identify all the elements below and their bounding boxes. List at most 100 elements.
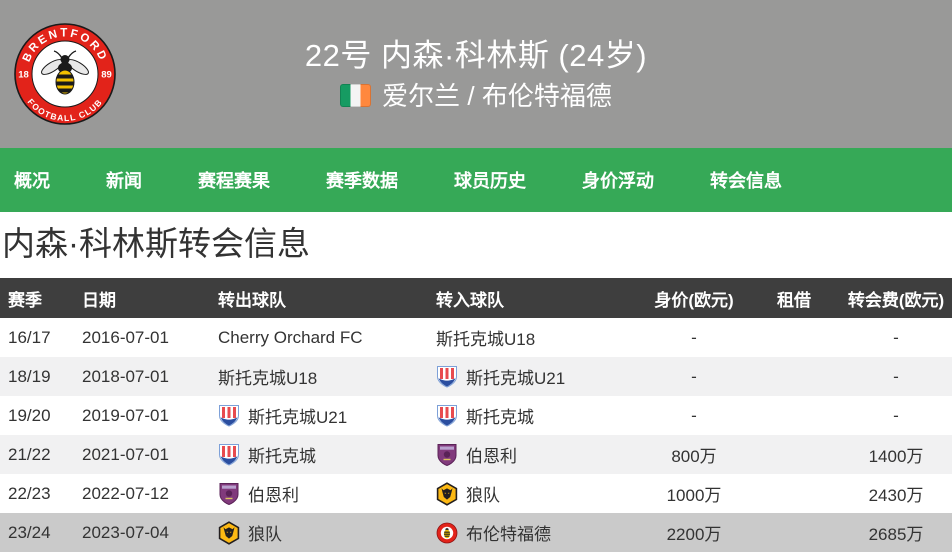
market-value-cell: - [691, 366, 697, 386]
brentford-crest-icon [436, 521, 458, 545]
table-row[interactable]: 19/20 2019-07-01 斯托克城U21 斯托克城 - - [0, 396, 952, 435]
transfer-table: 赛季 日期 转出球队 转入球队 身价(欧元) 租借 转会费(欧元) 16/17 2… [0, 278, 952, 552]
stoke-crest-icon [436, 404, 458, 428]
loan-cell [748, 357, 840, 396]
team-name: 斯托克城U18 [218, 369, 318, 388]
nav-item-value-history[interactable]: 身价浮动 [582, 171, 654, 191]
player-header: BRENTFORD FOOTBALL CLUB 18 89 [0, 0, 952, 148]
market-value-cell: - [691, 327, 697, 347]
to-team-cell: 伯恩利 [428, 435, 640, 474]
brentford-crest-icon: BRENTFORD FOOTBALL CLUB 18 89 [14, 23, 116, 125]
team-name: 狼队 [248, 525, 282, 544]
team-name: 斯托克城U21 [248, 408, 348, 427]
date-cell: 2016-07-01 [82, 327, 169, 347]
table-row[interactable]: 22/23 2022-07-12 伯恩利 狼队 1000万 2430万 [0, 474, 952, 513]
table-row[interactable]: 16/17 2016-07-01 Cherry Orchard FC 斯托克城U18 -… [0, 318, 952, 357]
from-team-cell: 斯托克城U18 [210, 357, 428, 396]
brentford-crest-logo: BRENTFORD FOOTBALL CLUB 18 89 [13, 22, 117, 126]
fee-cell: - [893, 327, 899, 347]
player-subtitle: 爱尔兰 / 布伦特福德 [340, 83, 612, 109]
nav-item-season-stats[interactable]: 赛季数据 [326, 171, 398, 191]
market-value-cell: 800万 [671, 447, 717, 466]
table-row[interactable]: 21/22 2021-07-01 斯托克城 伯恩利 800万 1400万 [0, 435, 952, 474]
nationality-club-label: 爱尔兰 / 布伦特福德 [382, 80, 612, 111]
transfer-table-header: 赛季 日期 转出球队 转入球队 身价(欧元) 租借 转会费(欧元) [0, 278, 952, 318]
ireland-flag-icon [340, 84, 372, 107]
nav-item-overview[interactable]: 概况 [14, 171, 50, 191]
page-title: 内森·科林斯转会信息 [2, 225, 310, 262]
from-team-cell: 斯托克城 [210, 435, 428, 474]
season-cell: 22/23 [8, 483, 51, 503]
wolves-crest-icon [218, 520, 240, 545]
to-team-cell: 布伦特福德 [428, 513, 640, 552]
team-name: 伯恩利 [248, 486, 299, 505]
team-name: 斯托克城 [466, 408, 534, 427]
loan-cell [748, 318, 840, 357]
burnley-crest-icon [436, 443, 458, 467]
table-row[interactable]: 23/24 2023-07-04 狼队 布伦特福德 2200万 2685万 [0, 513, 952, 552]
team-name: 伯恩利 [466, 447, 517, 466]
col-loan: 租借 [748, 278, 840, 318]
col-fee: 转会费(欧元) [840, 278, 952, 318]
col-market-value: 身价(欧元) [640, 278, 748, 318]
fee-cell: - [893, 405, 899, 425]
burnley-crest-icon [218, 482, 240, 506]
player-title: 22号 内森·科林斯 (24岁) [304, 37, 648, 73]
market-value-cell: - [691, 405, 697, 425]
to-team-cell: 狼队 [428, 474, 640, 513]
nav-item-player-history[interactable]: 球员历史 [454, 171, 526, 191]
crest-year-left: 18 [18, 70, 29, 81]
market-value-cell: 2200万 [666, 525, 722, 544]
date-cell: 2019-07-01 [82, 405, 169, 425]
to-team-cell: 斯托克城U21 [428, 357, 640, 396]
nav-item-fixtures[interactable]: 赛程赛果 [198, 171, 270, 191]
fee-cell: 2430万 [868, 486, 924, 505]
transfer-table-body: 16/17 2016-07-01 Cherry Orchard FC 斯托克城U18 -… [0, 318, 952, 552]
team-name: Cherry Orchard FC [218, 327, 363, 347]
col-season: 赛季 [0, 278, 74, 318]
to-team-cell: 斯托克城 [428, 396, 640, 435]
fee-cell: 2685万 [868, 525, 924, 544]
stoke-crest-icon [436, 365, 458, 389]
crest-year-right: 89 [101, 70, 112, 81]
player-nav: 概况 新闻 赛程赛果 赛季数据 球员历史 身价浮动 转会信息 [0, 148, 952, 212]
team-name: 斯托克城U18 [436, 330, 536, 349]
date-cell: 2021-07-01 [82, 444, 169, 464]
from-team-cell: 伯恩利 [210, 474, 428, 513]
loan-cell [748, 474, 840, 513]
date-cell: 2022-07-12 [82, 483, 169, 503]
team-name: 斯托克城 [248, 447, 316, 466]
content: 内森·科林斯转会信息 赛季 日期 转出球队 转入球队 身价(欧元) 租借 转会费… [0, 212, 952, 552]
player-header-text: 22号 内森·科林斯 (24岁) 爱尔兰 / 布伦特福德 [0, 0, 952, 148]
from-team-cell: 狼队 [210, 513, 428, 552]
season-cell: 18/19 [8, 366, 51, 386]
col-from-team: 转出球队 [210, 278, 428, 318]
market-value-cell: 1000万 [666, 486, 722, 505]
table-row[interactable]: 18/19 2018-07-01 斯托克城U18 斯托克城U21 - - [0, 357, 952, 396]
loan-cell [748, 513, 840, 552]
stoke-crest-icon [218, 404, 240, 428]
stoke-crest-icon [218, 443, 240, 467]
season-cell: 21/22 [8, 444, 51, 464]
season-cell: 19/20 [8, 405, 51, 425]
loan-cell [748, 435, 840, 474]
col-to-team: 转入球队 [428, 278, 640, 318]
team-name: 布伦特福德 [466, 525, 551, 544]
nav-item-news[interactable]: 新闻 [106, 171, 142, 191]
season-cell: 23/24 [8, 522, 51, 542]
col-date: 日期 [74, 278, 210, 318]
date-cell: 2018-07-01 [82, 366, 169, 386]
from-team-cell: 斯托克城U21 [210, 396, 428, 435]
season-cell: 16/17 [8, 327, 51, 347]
fee-cell: - [893, 366, 899, 386]
from-team-cell: Cherry Orchard FC [210, 318, 428, 357]
team-name: 狼队 [466, 486, 500, 505]
date-cell: 2023-07-04 [82, 522, 169, 542]
nav-item-transfer-info[interactable]: 转会信息 [710, 171, 782, 191]
loan-cell [748, 396, 840, 435]
to-team-cell: 斯托克城U18 [428, 318, 640, 357]
bee-icon [41, 50, 89, 95]
wolves-crest-icon [436, 481, 458, 506]
fee-cell: 1400万 [868, 447, 924, 466]
